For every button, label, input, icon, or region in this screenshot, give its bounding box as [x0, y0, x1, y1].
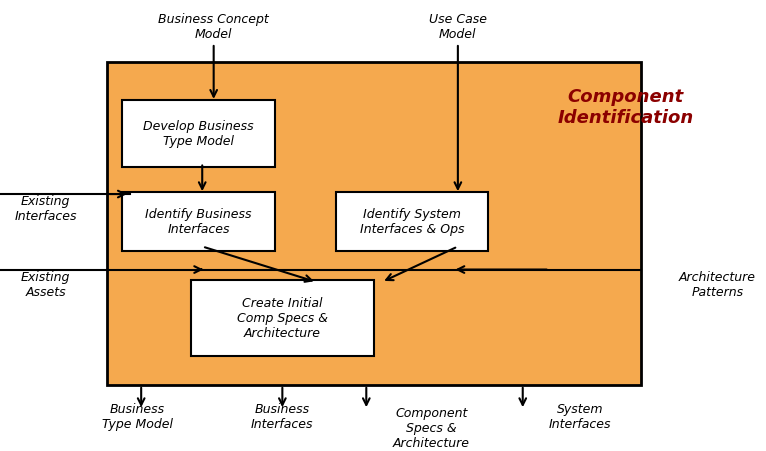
Text: Architecture
Patterns: Architecture Patterns: [679, 270, 756, 298]
Text: Identify Business
Interfaces: Identify Business Interfaces: [146, 208, 252, 236]
Text: Component
Specs &
Architecture: Component Specs & Architecture: [393, 406, 470, 449]
Text: Component
Identification: Component Identification: [558, 88, 694, 127]
FancyBboxPatch shape: [122, 101, 275, 167]
FancyBboxPatch shape: [336, 193, 489, 251]
FancyBboxPatch shape: [122, 193, 275, 251]
Text: Create Initial
Comp Specs &
Architecture: Create Initial Comp Specs & Architecture: [237, 297, 328, 340]
Text: System
Interfaces: System Interfaces: [548, 402, 611, 430]
FancyBboxPatch shape: [106, 63, 641, 385]
Text: Existing
Interfaces: Existing Interfaces: [15, 195, 77, 222]
Text: Develop Business
Type Model: Develop Business Type Model: [143, 120, 254, 148]
Text: Business
Type Model: Business Type Model: [102, 402, 173, 430]
FancyBboxPatch shape: [191, 281, 374, 356]
Text: Use Case
Model: Use Case Model: [429, 13, 487, 41]
Text: Existing
Assets: Existing Assets: [21, 270, 70, 298]
Text: Business Concept
Model: Business Concept Model: [159, 13, 269, 41]
Text: Business
Interfaces: Business Interfaces: [251, 402, 313, 430]
Text: Identify System
Interfaces & Ops: Identify System Interfaces & Ops: [360, 208, 464, 236]
